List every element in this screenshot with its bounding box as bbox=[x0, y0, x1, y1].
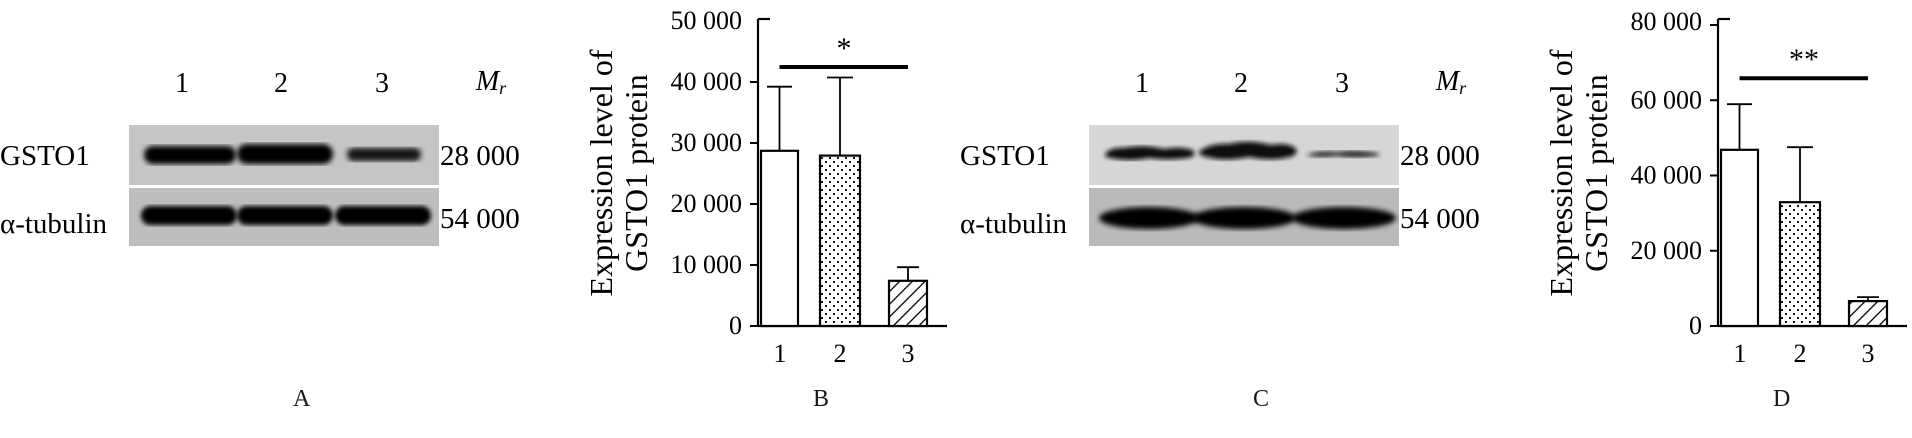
svg-text:2: 2 bbox=[834, 339, 847, 368]
svg-text:60 000: 60 000 bbox=[1631, 85, 1703, 114]
svg-text:10 000: 10 000 bbox=[671, 250, 743, 279]
svg-text:**: ** bbox=[1789, 43, 1819, 76]
svg-text:1: 1 bbox=[774, 339, 787, 368]
svg-text:80 000: 80 000 bbox=[1631, 7, 1703, 36]
svg-text:2: 2 bbox=[1794, 339, 1807, 368]
svg-text:0: 0 bbox=[729, 311, 742, 340]
svg-text:3: 3 bbox=[902, 339, 915, 368]
svg-text:50 000: 50 000 bbox=[671, 6, 743, 35]
svg-text:20 000: 20 000 bbox=[671, 189, 743, 218]
svg-text:40 000: 40 000 bbox=[1631, 161, 1703, 190]
svg-text:*: * bbox=[837, 32, 852, 65]
svg-text:1: 1 bbox=[1734, 339, 1747, 368]
svg-text:3: 3 bbox=[1862, 339, 1875, 368]
svg-text:20 000: 20 000 bbox=[1631, 236, 1703, 265]
svg-text:30 000: 30 000 bbox=[671, 128, 743, 157]
svg-text:0: 0 bbox=[1689, 311, 1702, 340]
svg-text:40 000: 40 000 bbox=[671, 67, 743, 96]
